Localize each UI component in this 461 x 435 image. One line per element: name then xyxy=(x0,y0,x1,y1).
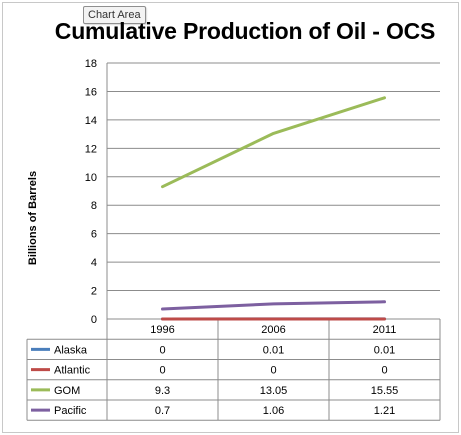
y-tick-label: 18 xyxy=(85,58,97,70)
table-cell: 0 xyxy=(159,365,165,377)
table-cell: 0 xyxy=(270,365,276,377)
chart-area-tooltip: Chart Area xyxy=(83,6,146,24)
table-cell: 0.7 xyxy=(155,405,170,417)
table-cell: 13.05 xyxy=(260,385,288,397)
chart-title: Cumulative Production of Oil - OCS xyxy=(54,18,436,44)
table-cell: 1.06 xyxy=(263,405,284,417)
table-cell: 0 xyxy=(159,344,165,356)
legend-label-pacific: Pacific xyxy=(54,405,87,417)
y-tick-label: 10 xyxy=(85,172,97,184)
y-tick-label: 2 xyxy=(91,286,97,298)
table-cell: 1.21 xyxy=(374,405,395,417)
table-cell: 0.01 xyxy=(263,344,284,356)
legend-label-alaska: Alaska xyxy=(54,344,88,356)
y-tick-label: 16 xyxy=(85,86,97,98)
y-tick-label: 6 xyxy=(91,229,97,241)
series-line-gom xyxy=(161,96,386,189)
series-line-pacific xyxy=(161,300,386,311)
y-tick-label: 14 xyxy=(85,115,97,127)
y-tick-label: 12 xyxy=(85,143,97,155)
y-tick-label: 0 xyxy=(91,314,97,326)
legend-label-gom: GOM xyxy=(54,385,80,397)
x-category-label: 2006 xyxy=(261,324,285,336)
table-cell: 15.55 xyxy=(371,385,399,397)
x-category-label: 1996 xyxy=(150,324,174,336)
table-cell: 9.3 xyxy=(155,385,170,397)
legend-label-atlantic: Atlantic xyxy=(54,365,91,377)
y-tick-label: 4 xyxy=(91,257,97,269)
table-cell: 0.01 xyxy=(374,344,395,356)
y-tick-label: 8 xyxy=(91,200,97,212)
x-category-label: 2011 xyxy=(373,324,397,336)
table-cell: 0 xyxy=(381,365,387,377)
